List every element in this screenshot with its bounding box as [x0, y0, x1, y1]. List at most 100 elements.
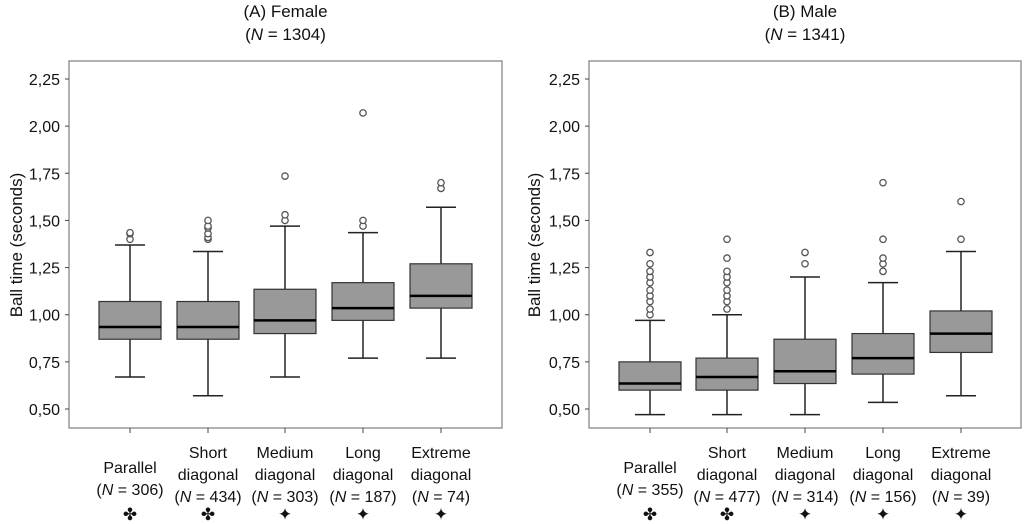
category-label: Extreme — [411, 445, 471, 462]
outlier-point — [879, 235, 887, 244]
iqr-box — [618, 361, 682, 391]
y-tick-label: 0,75 — [29, 355, 60, 372]
category-label: Parallel — [623, 460, 676, 477]
category-n-label: (N = 187) — [329, 489, 396, 506]
category-n-label: (N = 39) — [932, 489, 990, 506]
iqr-box — [773, 338, 837, 385]
outlier-point — [359, 216, 367, 225]
outlier-point — [879, 254, 887, 262]
box-3: Long diagonal (N = 156)✦ — [849, 178, 917, 524]
category-label-line2: diagonal — [697, 467, 758, 484]
category-label-line2: diagonal — [411, 467, 472, 484]
outlier-point — [957, 197, 965, 206]
box-1: Short diagonal (N = 477)✤ — [693, 235, 761, 524]
box-1: Short diagonal (N = 434)✤ — [174, 216, 242, 524]
category-label-line2: diagonal — [333, 467, 394, 484]
chart-title: (B) Male — [773, 2, 837, 21]
category-label-line2: diagonal — [255, 467, 316, 484]
y-tick-label: 0,50 — [549, 402, 580, 419]
y-axis-label: Ball time (seconds) — [525, 173, 544, 318]
category-label: Long — [345, 445, 381, 462]
significance-marker: ✤ — [123, 505, 137, 524]
outlier-point — [723, 286, 731, 295]
outlier-point — [957, 235, 965, 244]
y-tick-label: 1,25 — [29, 261, 60, 278]
y-tick-label: 1,50 — [549, 213, 580, 230]
outlier-point — [801, 259, 809, 268]
box-3: Long diagonal (N = 187)✦ — [329, 109, 397, 524]
category-n-label: (N = 434) — [174, 489, 241, 506]
category-n-label: (N = 74) — [412, 489, 470, 506]
iqr-box — [98, 300, 162, 340]
outlier-point — [646, 259, 654, 268]
significance-marker: ✤ — [720, 505, 734, 524]
outlier-point — [801, 248, 809, 257]
iqr-box — [929, 310, 993, 354]
significance-marker: ✤ — [201, 505, 215, 524]
chart-title: (A) Female — [243, 2, 327, 21]
box-4: Extreme diagonal (N = 39)✦ — [929, 197, 993, 524]
category-n-label: (N = 477) — [693, 489, 760, 506]
category-n-label: (N = 156) — [849, 489, 916, 506]
outlier-point — [359, 109, 367, 117]
iqr-box — [851, 332, 915, 375]
category-n-label: (N = 314) — [771, 489, 838, 506]
chart-subtitle: (N = 1304) — [245, 25, 326, 44]
iqr-box — [331, 282, 395, 321]
y-tick-label: 2,00 — [29, 119, 60, 136]
y-tick-label: 1,75 — [549, 166, 580, 183]
category-label-line2: diagonal — [775, 467, 836, 484]
significance-marker: ✦ — [356, 505, 370, 524]
iqr-box — [176, 300, 240, 340]
outlier-point — [723, 267, 731, 276]
box-0: Parallel (N = 306) ✤ — [96, 228, 164, 524]
outlier-point — [879, 178, 887, 187]
outlier-point — [646, 267, 654, 276]
outlier-point — [437, 178, 445, 187]
chart-subtitle: (N = 1341) — [765, 25, 846, 44]
category-label: Long — [865, 445, 901, 462]
y-tick-label: 1,25 — [549, 261, 580, 278]
outlier-point — [723, 305, 731, 313]
significance-marker: ✦ — [434, 505, 448, 524]
category-n-label: (N = 303) — [251, 489, 318, 506]
outlier-point — [204, 216, 212, 225]
y-axis-label: Ball time (seconds) — [7, 173, 26, 318]
iqr-box — [253, 288, 317, 335]
iqr-box — [409, 263, 473, 309]
box-0: Parallel (N = 355) ✤ — [616, 248, 684, 524]
category-n-label: (N = 306) — [96, 482, 163, 499]
outlier-point — [126, 228, 134, 237]
outlier-point — [281, 210, 289, 219]
outlier-point — [281, 172, 289, 180]
panel-male: (B) Male (N = 1341) 0,50 0,75 1,00 1,25 1,50 1,… — [525, 2, 1022, 524]
category-label: Medium — [777, 445, 834, 462]
iqr-box — [695, 357, 759, 391]
category-n-label: (N = 355) — [616, 482, 683, 499]
outlier-point — [646, 305, 654, 313]
y-tick-label: 1,50 — [29, 213, 60, 230]
y-tick-label: 2,25 — [549, 72, 580, 89]
y-tick-label: 2,00 — [549, 119, 580, 136]
y-tick-label: 1,00 — [29, 308, 60, 325]
significance-marker: ✦ — [876, 505, 890, 524]
category-label: Short — [189, 445, 228, 462]
category-label-line2: diagonal — [178, 467, 239, 484]
panel-female: (A) Female (N = 1304) 0,50 0,75 1,00 1,25 1,50… — [7, 2, 503, 524]
outlier-point — [879, 267, 887, 276]
box-2: Medium diagonal (N = 303)✦ — [251, 172, 319, 524]
significance-marker: ✤ — [643, 505, 657, 524]
outlier-point — [723, 254, 731, 262]
category-label: Short — [708, 445, 747, 462]
significance-marker: ✦ — [798, 505, 812, 524]
y-tick-label: 0,50 — [29, 402, 60, 419]
box-2: Medium diagonal (N = 314)✦ — [771, 248, 839, 524]
outlier-point — [723, 235, 731, 244]
outlier-point — [646, 248, 654, 257]
category-label-line2: diagonal — [853, 467, 914, 484]
y-tick-label: 1,75 — [29, 166, 60, 183]
category-label: Parallel — [103, 460, 156, 477]
y-tick-label: 1,00 — [549, 308, 580, 325]
box-4: Extreme diagonal (N = 74)✦ — [409, 178, 473, 524]
